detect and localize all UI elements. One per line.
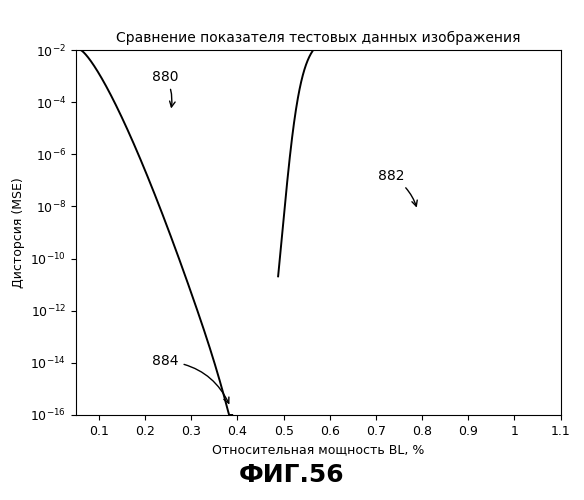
Text: 884: 884 — [152, 354, 229, 403]
Text: 880: 880 — [152, 70, 179, 107]
Y-axis label: Дисторсия (MSE): Дисторсия (MSE) — [12, 177, 25, 288]
Text: ФИГ.56: ФИГ.56 — [239, 463, 345, 487]
Title: Сравнение показателя тестовых данных изображения: Сравнение показателя тестовых данных изо… — [116, 30, 520, 44]
X-axis label: Относительная мощность BL, %: Относительная мощность BL, % — [212, 444, 425, 456]
Text: 882: 882 — [378, 169, 417, 206]
